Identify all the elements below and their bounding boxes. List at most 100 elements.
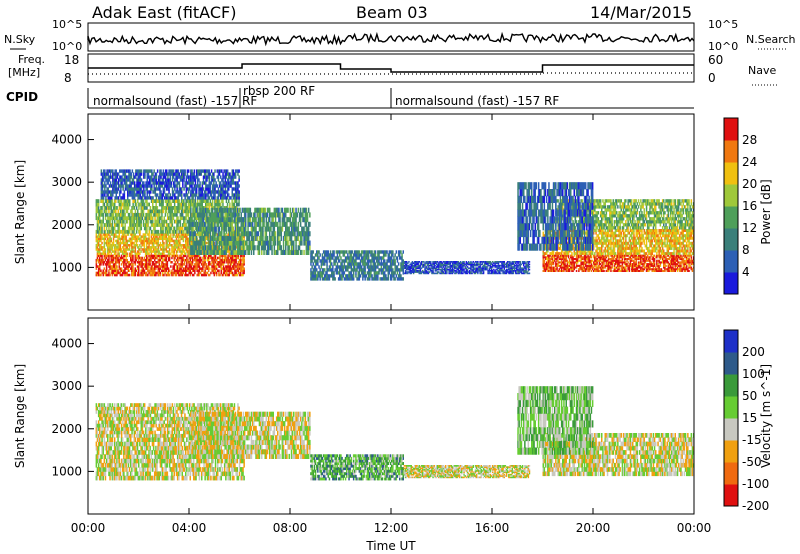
heatmap-cell [100,239,102,243]
heatmap-cell [131,254,133,258]
heatmap-cell [99,254,101,258]
heatmap-cell [174,187,176,191]
heatmap-cell [229,261,232,264]
heatmap-cell [229,254,232,258]
heatmap-cell [100,248,102,251]
heatmap-cell [347,253,349,257]
heatmap-cell [182,269,185,272]
heatmap-cell [150,258,153,262]
heatmap-cell [217,196,220,200]
heatmap-cell [96,252,99,255]
heatmap-cell [179,223,182,227]
heatmap-cell [185,252,187,255]
heatmap-cell [111,273,114,277]
heatmap-cell [282,245,285,251]
heatmap-cell [124,258,126,262]
heatmap-cell [328,277,331,281]
heatmap-cell [99,269,101,272]
heatmap-cell [222,261,225,264]
heatmap-cell [107,187,109,191]
heatmap-cell [107,212,109,217]
heatmap-cell [175,254,178,258]
heatmap-cell [181,252,183,255]
heatmap-cell [159,256,162,260]
heatmap-cell [162,271,164,275]
heatmap-cell [214,221,216,227]
heatmap-cell [165,263,167,266]
heatmap-cell [105,261,108,264]
heatmap-cell [180,269,182,272]
heatmap-cell [115,235,117,238]
heatmap-cell [251,221,254,227]
heatmap-cell [241,267,243,270]
heatmap-cell [117,252,119,255]
freq-trace [88,63,694,73]
heatmap-cell [212,263,214,266]
heatmap-cell [222,265,225,268]
heatmap-cell [101,187,104,191]
heatmap-cell [150,269,153,272]
heatmap-cell [151,267,154,270]
heatmap-cell [179,273,181,277]
heatmap-cell [126,219,129,224]
heatmap-cell [198,178,200,182]
heatmap-cell [226,196,229,200]
heatmap-cell [178,172,181,176]
heatmap-cell [147,273,149,277]
heatmap-cell [119,269,122,272]
heatmap-cell [118,248,120,251]
heatmap-cell [233,261,235,264]
heatmap-cell [273,245,276,251]
heatmap-cell [152,196,154,200]
heatmap-cell [146,178,148,182]
heatmap-cell [225,199,228,203]
heatmap-cell [237,256,240,260]
heatmap-cell [245,249,247,255]
heatmap-cell [128,265,131,268]
heatmap-cell [279,221,281,227]
heatmap-cell [109,248,111,251]
heatmap-cell [154,267,156,270]
heatmap-cell [181,261,183,264]
heatmap-cell [163,273,165,277]
heatmap-cell [178,269,180,272]
heatmap-cell [165,261,167,264]
heatmap-cell [203,212,206,218]
heatmap-cell [132,202,134,207]
heatmap-cell [104,273,107,277]
heatmap-cell [212,271,214,275]
heatmap-cell [100,273,102,277]
heatmap-cell [167,175,169,179]
heatmap-cell [112,169,114,173]
heatmap-cell [104,256,107,260]
heatmap-cell [146,193,148,197]
heatmap-cell [136,261,139,264]
heatmap-cell [171,273,173,277]
heatmap-cell [181,187,183,191]
heatmap-cell [205,273,208,277]
heatmap-cell [181,273,183,277]
heatmap-cell [163,244,165,247]
heatmap-cell [96,271,99,275]
heatmap-cell [151,269,154,272]
heatmap-cell [121,256,124,260]
heatmap-cell [140,187,143,191]
heatmap-cell [105,269,108,272]
heatmap-cell [132,273,134,277]
heatmap-cell [165,256,167,260]
heatmap-cell [97,271,100,275]
heatmap-cell [147,219,149,224]
heatmap-cell [107,237,109,241]
heatmap-cell [144,273,147,277]
heatmap-cell [108,273,110,277]
heatmap-cell [126,252,128,255]
heatmap-cell [131,252,133,255]
heatmap-cell [155,172,158,176]
heatmap-cell [289,207,292,213]
heatmap-cell [115,256,117,260]
heatmap-cell [274,217,277,223]
heatmap-cell [113,265,116,268]
heatmap-cell [245,221,247,227]
heatmap-cell [174,269,177,272]
heatmap-cell [164,175,167,179]
